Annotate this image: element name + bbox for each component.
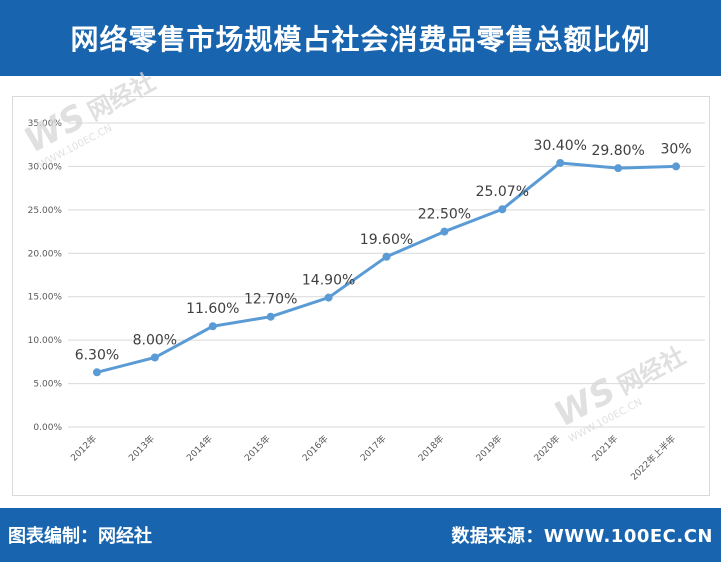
x-tick-label: 2022年上半年 xyxy=(628,433,678,483)
y-tick-label: 35.00% xyxy=(28,119,63,129)
footer-source: 数据来源：WWW.100EC.CN xyxy=(451,526,713,547)
data-label: 8.00% xyxy=(133,333,177,349)
data-point xyxy=(556,158,565,167)
x-tick-label: 2017年 xyxy=(358,433,389,464)
data-point xyxy=(324,293,333,302)
data-label: 30% xyxy=(660,141,691,157)
x-tick-label: 2015年 xyxy=(242,433,273,464)
x-tick-label: 2012年 xyxy=(68,433,99,464)
data-point xyxy=(440,227,449,236)
data-point xyxy=(498,205,507,214)
data-point xyxy=(266,312,275,321)
data-label: 25.07% xyxy=(476,184,529,200)
x-tick-label: 2013年 xyxy=(126,433,157,464)
series-line xyxy=(95,161,678,374)
line-chart: 0.00% 5.00% 10.00% 15.00% 20.00% 25.00% 30.00%… xyxy=(28,119,705,483)
data-label: 19.60% xyxy=(360,232,413,248)
data-point xyxy=(208,322,217,331)
chart-title-bar: 网络零售市场规模占社会消费品零售总额比例 xyxy=(0,0,721,76)
y-tick-label: 25.00% xyxy=(28,206,63,216)
data-label: 14.90% xyxy=(302,273,355,289)
data-label: 22.50% xyxy=(418,207,471,223)
plot-area: 0.00% 5.00% 10.00% 15.00% 20.00% 25.00% 30.00%… xyxy=(12,96,710,496)
x-tick-label: 2020年 xyxy=(531,433,562,464)
data-label: 11.60% xyxy=(186,301,239,317)
data-label: 12.70% xyxy=(244,292,297,308)
y-tick-label: 5.00% xyxy=(33,380,62,390)
chart-title: 网络零售市场规模占社会消费品零售总额比例 xyxy=(70,23,651,56)
x-tick-label: 2021年 xyxy=(589,433,620,464)
footer-bar: 图表编制：网经社 数据来源：WWW.100EC.CN xyxy=(0,508,721,562)
y-tick-label: 10.00% xyxy=(28,336,63,346)
data-label: 6.30% xyxy=(75,347,119,363)
x-tick-label: 2016年 xyxy=(300,433,331,464)
data-point xyxy=(150,353,159,362)
x-tick-label: 2018年 xyxy=(415,433,446,464)
data-point xyxy=(614,164,623,173)
data-point xyxy=(92,368,101,377)
x-tick-label: 2019年 xyxy=(473,433,504,464)
y-tick-label: 15.00% xyxy=(28,293,63,303)
footer-credit: 图表编制：网经社 xyxy=(8,526,152,547)
data-point xyxy=(672,162,681,171)
y-tick-label: 20.00% xyxy=(28,249,63,259)
data-point xyxy=(382,252,391,261)
y-tick-label: 0.00% xyxy=(33,423,62,433)
x-tick-label: 2014年 xyxy=(184,433,215,464)
data-label: 30.40% xyxy=(534,138,587,154)
y-tick-label: 30.00% xyxy=(28,162,63,172)
data-label: 29.80% xyxy=(591,143,644,159)
